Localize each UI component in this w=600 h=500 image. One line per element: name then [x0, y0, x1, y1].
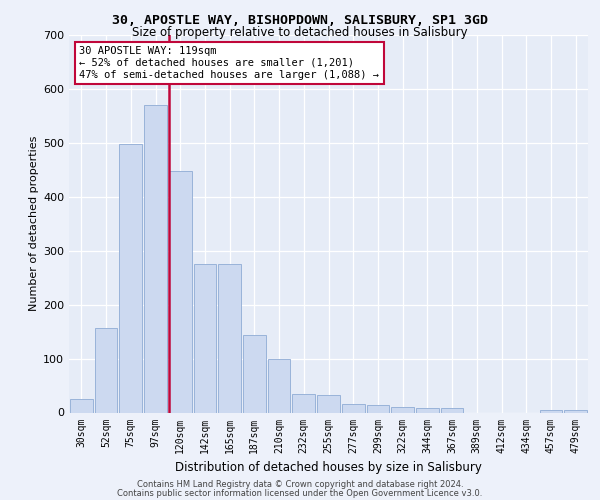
Bar [441, 408, 463, 412]
Bar [539, 410, 562, 412]
Bar [243, 336, 266, 412]
Bar [292, 394, 315, 412]
Bar [268, 359, 290, 412]
Bar [391, 406, 414, 412]
Bar [144, 105, 167, 412]
Bar [342, 404, 365, 412]
Bar [194, 264, 216, 412]
Bar [169, 172, 191, 412]
Bar [564, 410, 587, 412]
Y-axis label: Number of detached properties: Number of detached properties [29, 136, 39, 312]
Text: 30, APOSTLE WAY, BISHOPDOWN, SALISBURY, SP1 3GD: 30, APOSTLE WAY, BISHOPDOWN, SALISBURY, … [112, 14, 488, 27]
Bar [95, 328, 118, 412]
Bar [218, 264, 241, 412]
X-axis label: Distribution of detached houses by size in Salisbury: Distribution of detached houses by size … [175, 461, 482, 474]
Bar [119, 144, 142, 412]
Bar [367, 405, 389, 412]
Text: Size of property relative to detached houses in Salisbury: Size of property relative to detached ho… [132, 26, 468, 39]
Bar [317, 394, 340, 412]
Text: Contains public sector information licensed under the Open Government Licence v3: Contains public sector information licen… [118, 488, 482, 498]
Bar [70, 399, 93, 412]
Text: Contains HM Land Registry data © Crown copyright and database right 2024.: Contains HM Land Registry data © Crown c… [137, 480, 463, 489]
Bar [416, 408, 439, 412]
Text: 30 APOSTLE WAY: 119sqm
← 52% of detached houses are smaller (1,201)
47% of semi-: 30 APOSTLE WAY: 119sqm ← 52% of detached… [79, 46, 379, 80]
